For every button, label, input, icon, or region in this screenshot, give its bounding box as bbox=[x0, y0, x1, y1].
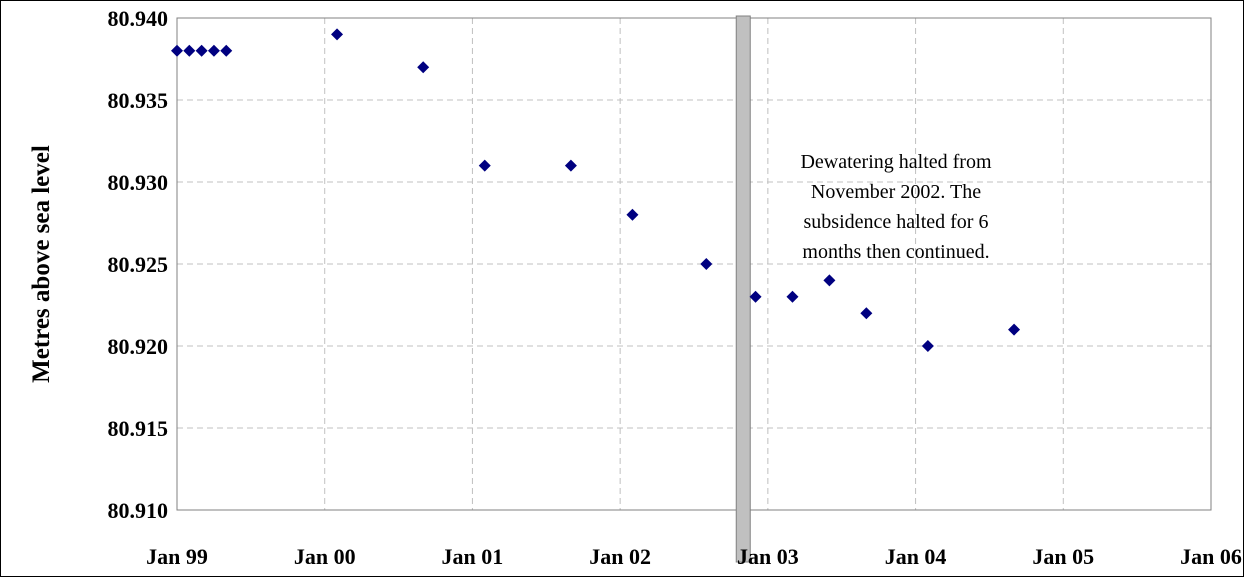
data-point bbox=[183, 44, 196, 57]
y-tick-label: 80.920 bbox=[108, 334, 169, 359]
data-point bbox=[207, 44, 220, 57]
y-axis-tick-labels: 80.910 80.915 80.920 80.925 80.930 80.935 80.9… bbox=[108, 6, 169, 523]
data-point bbox=[220, 44, 233, 57]
y-tick-label: 80.930 bbox=[108, 170, 169, 195]
data-point bbox=[749, 290, 762, 303]
grid-lines bbox=[177, 18, 1211, 510]
data-point bbox=[564, 159, 577, 172]
x-tick-label: Jan 03 bbox=[737, 544, 799, 569]
y-tick-label: 80.910 bbox=[108, 498, 169, 523]
y-tick-label: 80.940 bbox=[108, 6, 169, 31]
data-point bbox=[195, 44, 208, 57]
data-point bbox=[626, 208, 639, 221]
dewatering-halt-bar bbox=[735, 15, 751, 563]
annotation-line: subsidence halted for 6 bbox=[804, 211, 989, 233]
data-point bbox=[478, 159, 491, 172]
y-tick-label: 80.935 bbox=[108, 88, 169, 113]
x-tick-label: Jan 00 bbox=[294, 544, 356, 569]
data-point bbox=[921, 340, 934, 352]
data-point bbox=[860, 307, 873, 320]
x-tick-label: Jan 04 bbox=[885, 544, 947, 569]
annotation-line: months then continued. bbox=[802, 241, 989, 263]
data-point bbox=[700, 258, 713, 270]
x-tick-label: Jan 99 bbox=[146, 544, 208, 569]
x-tick-label: Jan 01 bbox=[442, 544, 504, 569]
x-tick-label: Jan 06 bbox=[1180, 544, 1242, 569]
annotation-text: Dewatering halted from November 2002. The… bbox=[800, 151, 991, 263]
x-tick-label: Jan 02 bbox=[589, 544, 651, 569]
annotation-line: Dewatering halted from bbox=[800, 151, 991, 173]
data-point bbox=[171, 44, 183, 57]
x-axis-tick-labels: Jan 99 Jan 00 Jan 01 Jan 02 Jan 03 Jan 04 Jan … bbox=[146, 544, 1242, 569]
y-tick-label: 80.925 bbox=[108, 252, 169, 277]
y-tick-label: 80.915 bbox=[108, 416, 169, 441]
data-point bbox=[786, 290, 799, 303]
data-point bbox=[1008, 323, 1021, 336]
y-axis-title: Metres above sea level bbox=[28, 145, 55, 383]
x-tick-label: Jan 05 bbox=[1032, 544, 1094, 569]
data-point bbox=[417, 61, 430, 74]
data-point bbox=[331, 28, 344, 41]
event-marker bbox=[735, 15, 751, 563]
plot-area bbox=[176, 17, 1212, 511]
data-points bbox=[171, 28, 1021, 352]
annotation-line: November 2002. The bbox=[811, 181, 981, 203]
data-point bbox=[823, 274, 836, 287]
